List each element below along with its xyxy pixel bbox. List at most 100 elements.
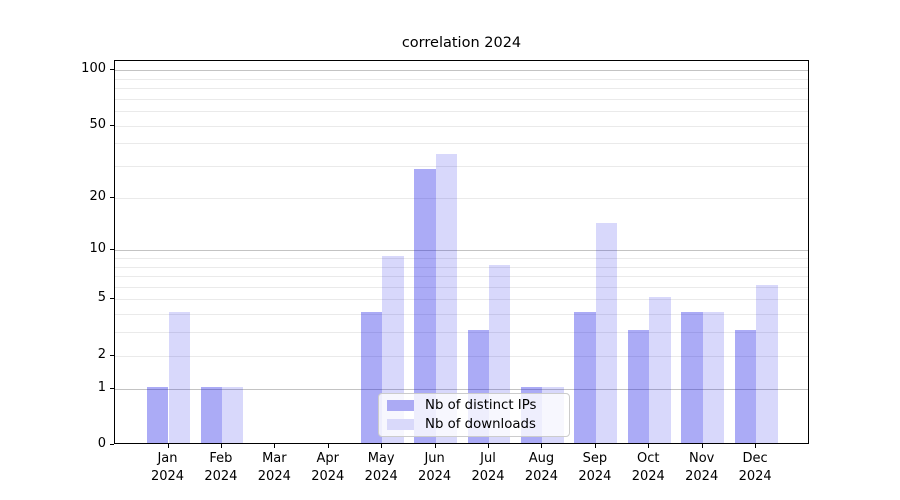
y-tick-label-1: 1 xyxy=(97,379,106,395)
x-tick-mark-0 xyxy=(167,444,169,448)
gridline-minor-30 xyxy=(115,166,808,168)
gridline-minor-6 xyxy=(115,286,808,288)
x-tick-mark-9 xyxy=(648,444,650,448)
bar-distinct-ips-11 xyxy=(734,330,757,443)
y-tick-label-10: 10 xyxy=(89,241,106,257)
x-tick-label-line: Nov xyxy=(689,451,715,466)
gridline-minor-50 xyxy=(115,125,808,127)
y-tick-mark-50 xyxy=(110,124,114,126)
x-tick-label-line: 2024 xyxy=(418,468,452,484)
bar-downloads-5 xyxy=(435,154,457,443)
x-tick-label-line: Sep xyxy=(582,451,608,466)
x-tick-label-line: 2024 xyxy=(364,468,398,484)
plot-area xyxy=(114,60,809,444)
bar-distinct-ips-9 xyxy=(627,330,650,443)
x-tick-label-line: Aug xyxy=(528,451,555,466)
bar-distinct-ips-5 xyxy=(414,169,436,443)
legend-item-downloads: Nb of downloads xyxy=(387,417,569,433)
y-tick-mark-10 xyxy=(110,249,114,251)
x-tick-label-line: 2024 xyxy=(257,468,291,484)
legend-label-distinct-ips: Nb of distinct IPs xyxy=(425,397,537,413)
x-tick-mark-7 xyxy=(541,444,543,448)
y-tick-label-100: 100 xyxy=(81,61,106,77)
bar-distinct-ips-4 xyxy=(360,312,383,443)
x-tick-label-3: Apr 2024 xyxy=(286,450,370,485)
legend-label-downloads: Nb of downloads xyxy=(425,416,536,432)
gridline-major-10 xyxy=(115,250,808,252)
x-tick-label-line: May xyxy=(367,451,395,466)
chart-title: correlation 2024 xyxy=(401,35,522,51)
gridline-minor-90 xyxy=(115,78,808,80)
y-tick-label-50: 50 xyxy=(89,116,106,132)
x-tick-mark-11 xyxy=(755,444,757,448)
x-tick-label-line: 2024 xyxy=(204,468,238,484)
bar-distinct-ips-8 xyxy=(574,312,596,443)
x-tick-label-5: Jun 2024 xyxy=(393,450,477,485)
gridline-minor-40 xyxy=(115,143,808,145)
gridline-minor-8 xyxy=(115,266,808,268)
y-tick-mark-2 xyxy=(110,354,114,356)
y-tick-mark-0 xyxy=(110,444,114,445)
x-tick-mark-6 xyxy=(488,444,490,448)
bar-downloads-0 xyxy=(168,312,190,443)
y-tick-label-5: 5 xyxy=(97,290,106,306)
x-tick-label-line: Apr xyxy=(316,451,340,466)
y-tick-label-2: 2 xyxy=(97,346,106,362)
y-tick-mark-100 xyxy=(110,69,114,71)
y-tick-mark-20 xyxy=(110,196,114,198)
y-tick-label-0: 0 xyxy=(97,436,106,451)
gridline-minor-3 xyxy=(115,332,808,334)
bar-downloads-1 xyxy=(221,386,244,443)
bar-downloads-10 xyxy=(702,312,725,443)
x-tick-label-line: 2024 xyxy=(578,468,612,484)
x-tick-label-line: 2024 xyxy=(524,468,558,484)
y-tick-mark-5 xyxy=(110,298,114,300)
x-tick-label-0: Jan 2024 xyxy=(126,450,210,485)
x-tick-label-line: 2024 xyxy=(738,468,772,484)
x-tick-mark-5 xyxy=(434,444,436,448)
x-tick-label-line: Jul xyxy=(480,451,496,466)
gridline-major-100 xyxy=(115,70,808,72)
gridline-minor-7 xyxy=(115,276,808,278)
x-tick-label-9: Oct 2024 xyxy=(606,450,690,485)
x-tick-label-6: Jul 2024 xyxy=(446,450,530,485)
x-tick-mark-2 xyxy=(274,444,276,448)
x-tick-label-line: 2024 xyxy=(471,468,505,484)
gridline-minor-70 xyxy=(115,98,808,100)
bar-distinct-ips-10 xyxy=(681,312,703,443)
gridline-minor-5 xyxy=(115,299,808,301)
x-tick-label-line: Jan xyxy=(157,451,178,466)
x-tick-label-line: Oct xyxy=(637,451,660,466)
gridline-minor-20 xyxy=(115,197,808,199)
x-tick-mark-4 xyxy=(381,444,383,448)
x-tick-label-line: 2024 xyxy=(311,468,345,484)
legend-swatch-downloads xyxy=(387,419,414,430)
x-tick-label-line: Jun xyxy=(424,451,445,466)
gridline-minor-4 xyxy=(115,314,808,316)
x-tick-label-10: Nov 2024 xyxy=(660,450,744,485)
gridline-minor-60 xyxy=(115,111,808,113)
bar-distinct-ips-1 xyxy=(200,386,222,443)
x-tick-mark-8 xyxy=(594,444,596,448)
x-tick-label-line: Dec xyxy=(742,451,768,466)
bar-downloads-9 xyxy=(649,297,671,443)
y-tick-mark-1 xyxy=(110,387,114,389)
gridline-minor-9 xyxy=(115,257,808,259)
x-tick-label-1: Feb 2024 xyxy=(179,450,263,485)
legend-item-distinct-ips: Nb of distinct IPs xyxy=(387,398,569,414)
x-tick-label-2: Mar 2024 xyxy=(232,450,316,485)
gridline-major-1 xyxy=(115,388,808,390)
x-tick-label-7: Aug 2024 xyxy=(499,450,583,485)
x-tick-label-line: 2024 xyxy=(631,468,665,484)
x-tick-mark-1 xyxy=(220,444,222,448)
x-tick-label-line: 2024 xyxy=(150,468,185,484)
bar-downloads-11 xyxy=(756,284,778,443)
x-tick-mark-10 xyxy=(701,444,703,448)
gridline-minor-80 xyxy=(115,88,808,90)
x-tick-label-line: Feb xyxy=(209,451,233,466)
x-tick-label-line: 2024 xyxy=(685,468,719,484)
bar-downloads-8 xyxy=(595,223,618,443)
x-tick-label-line: Mar xyxy=(262,451,287,466)
gridline-minor-2 xyxy=(115,355,808,357)
x-tick-label-8: Sep 2024 xyxy=(553,450,637,485)
